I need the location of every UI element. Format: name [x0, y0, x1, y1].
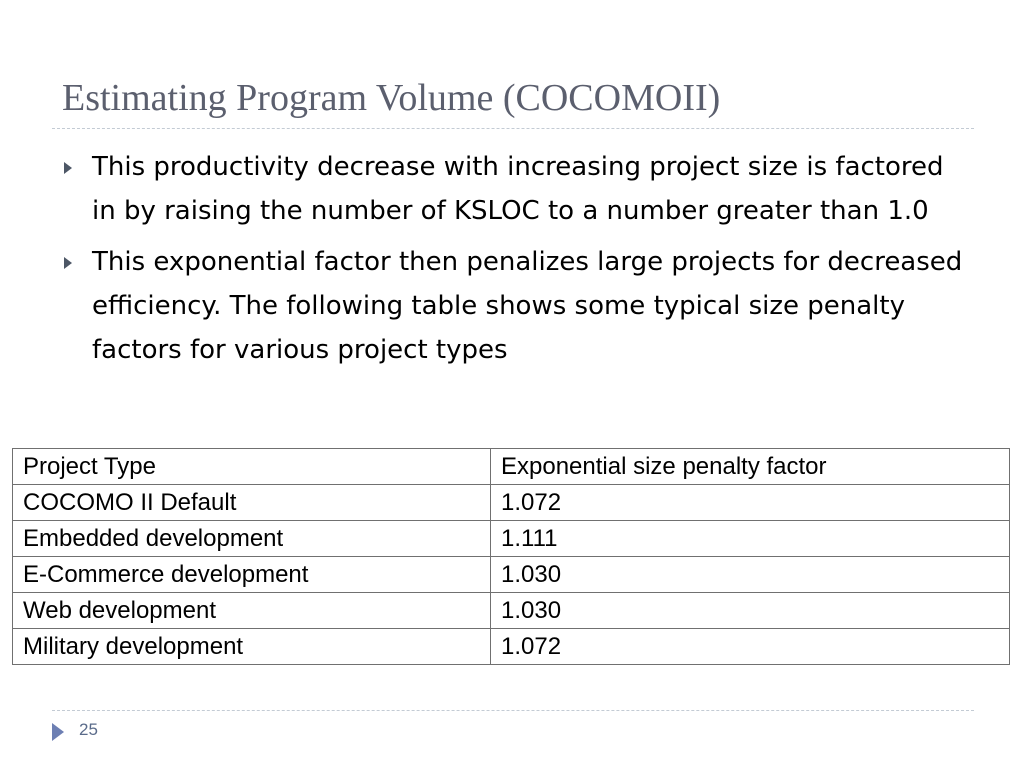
column-header-project-type: Project Type: [12, 448, 491, 485]
footer-divider: [52, 710, 974, 711]
column-header-penalty-factor: Exponential size penalty factor: [490, 448, 1010, 485]
table-row: COCOMO II Default 1.072: [12, 484, 1010, 521]
penalty-factor-cell: 1.072: [490, 484, 1010, 521]
bullet-list: This productivity decrease with increasi…: [58, 145, 963, 379]
penalty-factor-table: Project Type Exponential size penalty fa…: [12, 448, 1010, 665]
bullet-text: This exponential factor then penalizes l…: [92, 247, 963, 365]
project-type-cell: Military development: [12, 628, 491, 665]
slide-title: Estimating Program Volume (COCOMOII): [62, 77, 721, 119]
project-type-cell: Web development: [12, 592, 491, 629]
bullet-item: This exponential factor then penalizes l…: [58, 240, 963, 372]
table-row: Military development 1.072: [12, 628, 1010, 665]
project-type-cell: COCOMO II Default: [12, 484, 491, 521]
project-type-cell: Embedded development: [12, 520, 491, 557]
penalty-factor-cell: 1.111: [490, 520, 1010, 557]
table-header-row: Project Type Exponential size penalty fa…: [12, 448, 1010, 485]
title-divider: [52, 128, 974, 129]
penalty-factor-cell: 1.030: [490, 556, 1010, 593]
triangle-right-icon: [52, 723, 64, 741]
table-row: Web development 1.030: [12, 592, 1010, 629]
triangle-right-icon: [64, 162, 72, 174]
bullet-item: This productivity decrease with increasi…: [58, 145, 963, 233]
bullet-text: This productivity decrease with increasi…: [92, 152, 944, 226]
table-row: E-Commerce development 1.030: [12, 556, 1010, 593]
triangle-right-icon: [64, 257, 72, 269]
project-type-cell: E-Commerce development: [12, 556, 491, 593]
penalty-factor-cell: 1.030: [490, 592, 1010, 629]
penalty-factor-cell: 1.072: [490, 628, 1010, 665]
table-row: Embedded development 1.111: [12, 520, 1010, 557]
page-number: 25: [79, 720, 98, 739]
